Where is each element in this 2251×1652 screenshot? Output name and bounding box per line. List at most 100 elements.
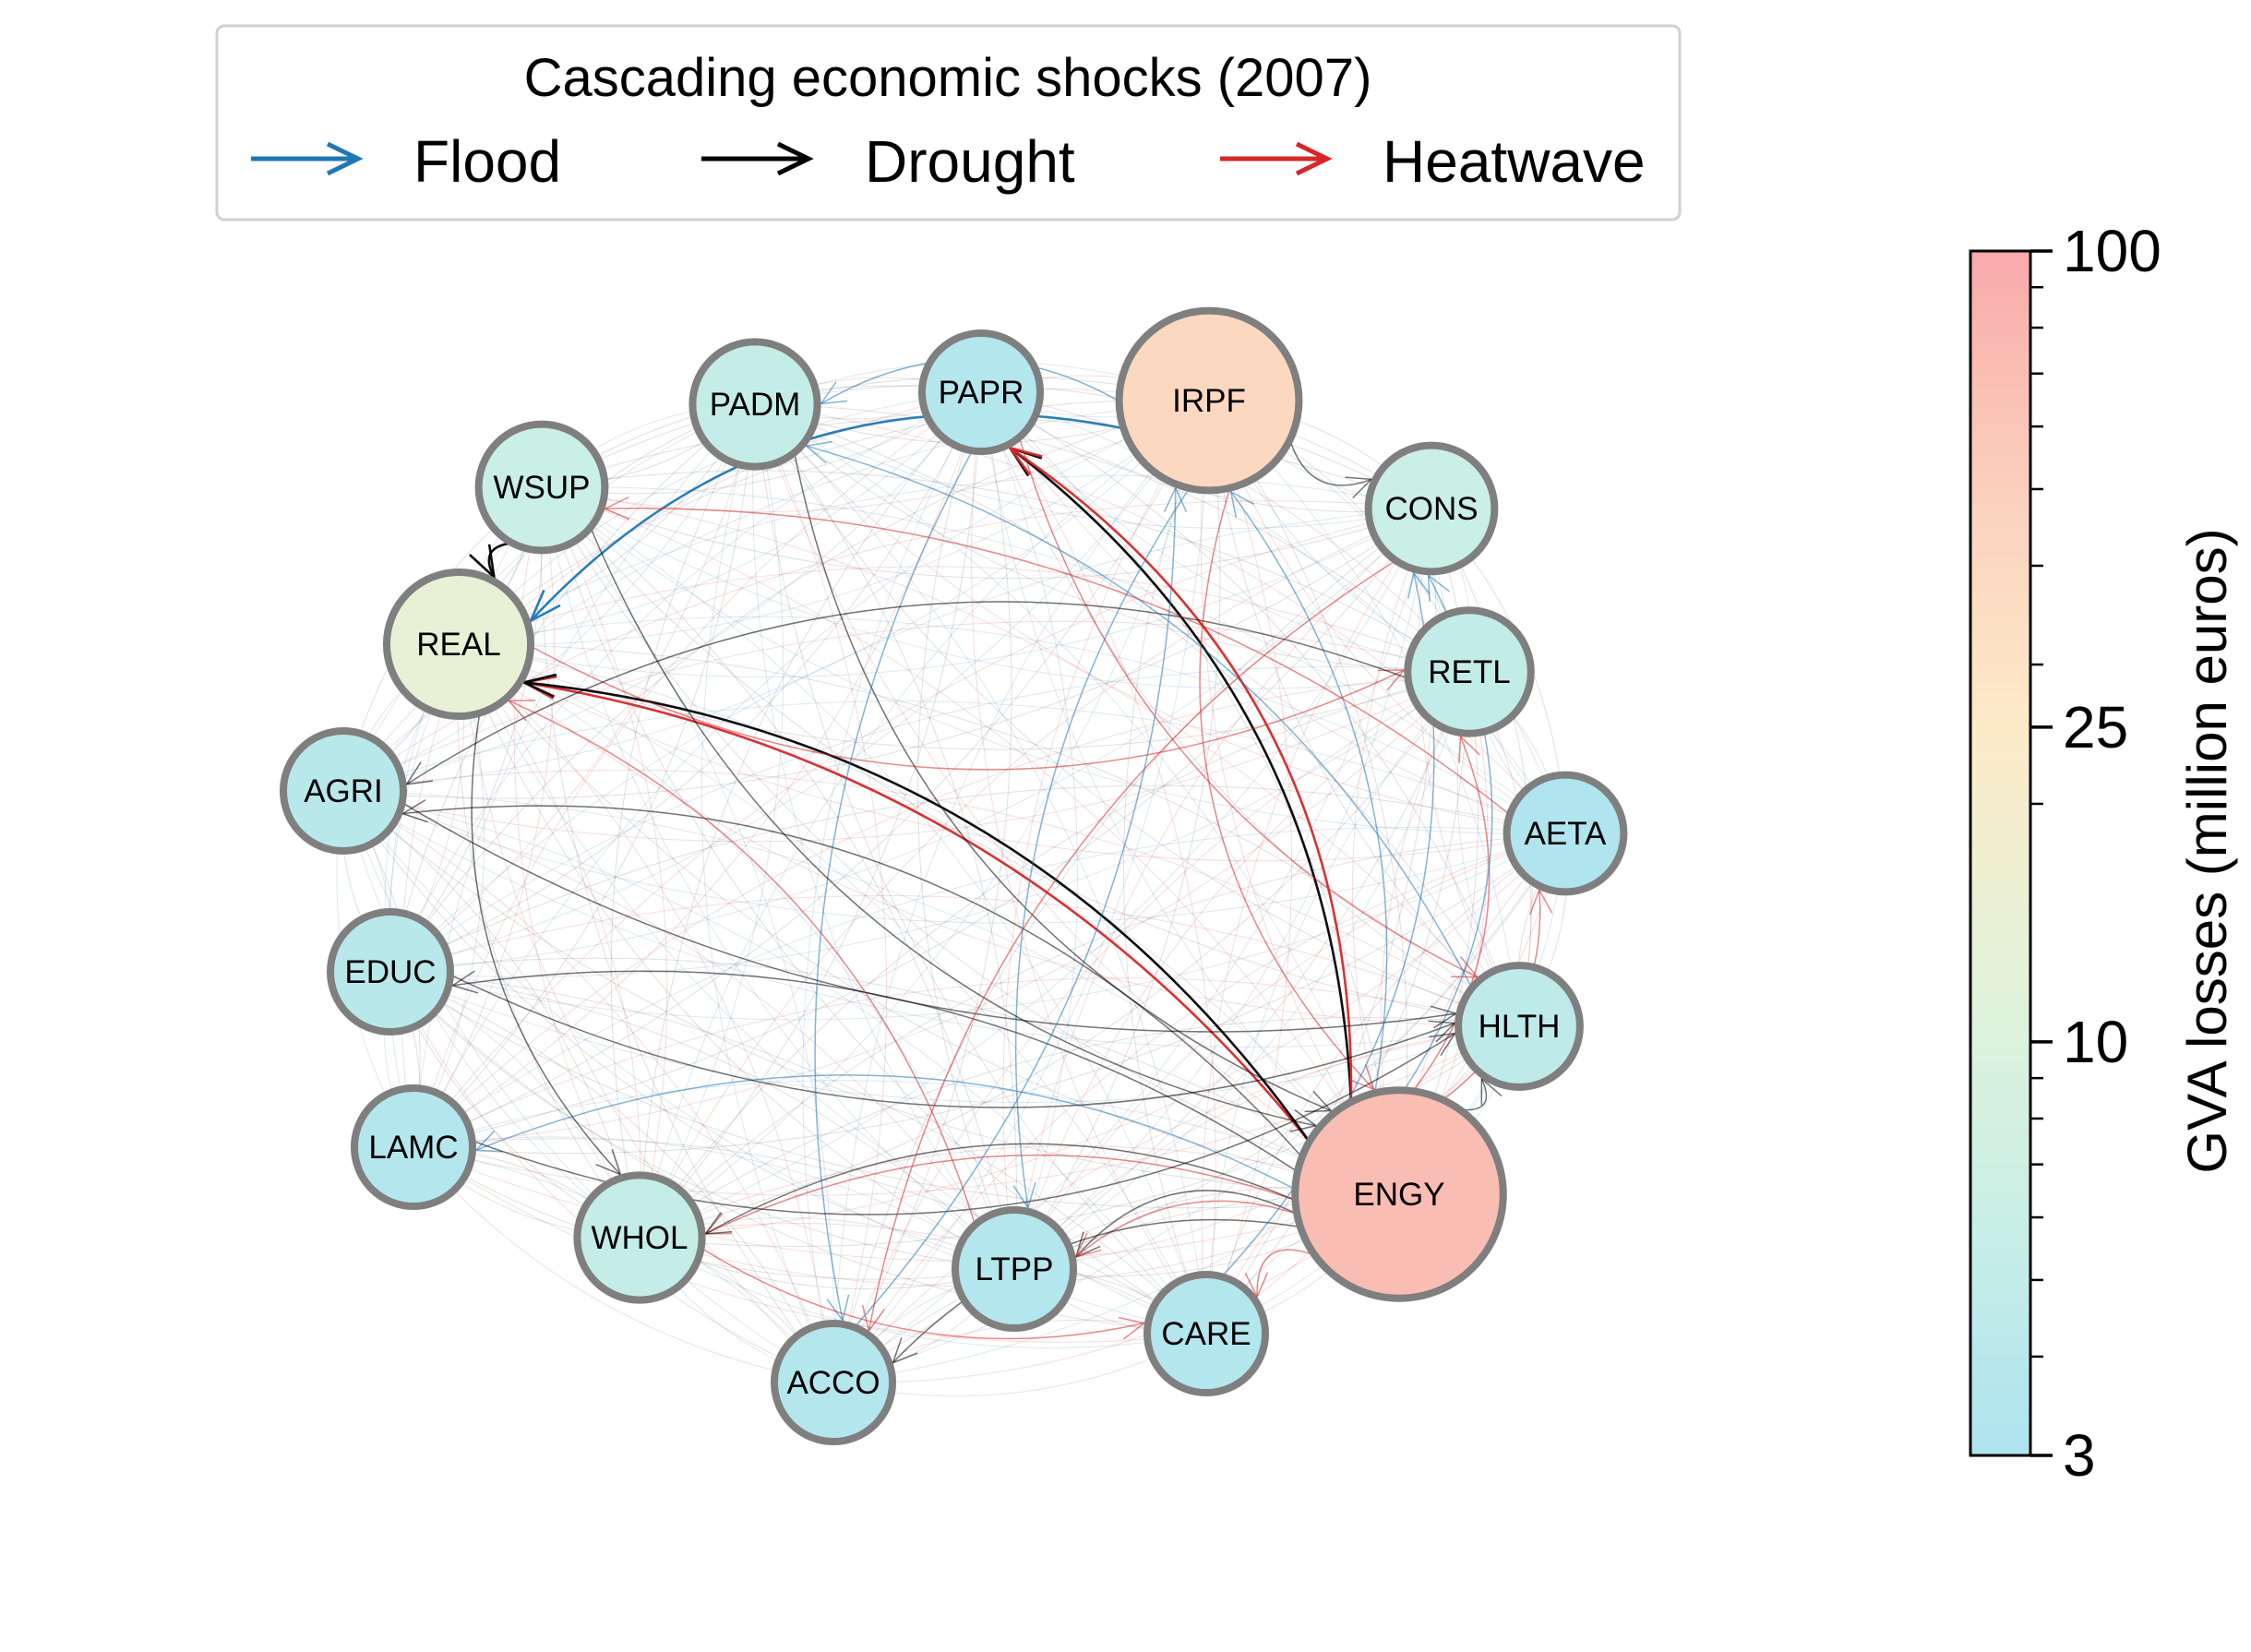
- background-edge: [541, 486, 1015, 1270]
- background-edge: [1201, 508, 1432, 1335]
- background-edge: [389, 971, 1015, 1270]
- background-edge: [389, 971, 1400, 1209]
- node-label: LTPP: [976, 1251, 1054, 1287]
- background-edge: [639, 508, 1432, 1239]
- background-edge: [754, 403, 1017, 1270]
- edge-arrowhead: [507, 700, 536, 722]
- edge-hlth-to-padm: [806, 445, 1473, 988]
- background-edge: [832, 508, 1432, 1383]
- node-circle: [382, 568, 535, 721]
- background-edge: [413, 671, 1470, 1148]
- edge-engy-to-whol: [705, 1154, 1296, 1235]
- node-ltpp: LTPP: [951, 1205, 1078, 1333]
- edge-engy-to-care: [1256, 1249, 1315, 1298]
- colorbar-tick-label: 3: [2063, 1422, 2096, 1489]
- background-edge: [458, 643, 641, 1239]
- background-edge: [457, 643, 641, 1239]
- background-edge: [389, 486, 543, 973]
- node-circle: [770, 1319, 897, 1446]
- background-edge: [754, 403, 1520, 1027]
- drought-arrowhead-icon: [776, 141, 814, 176]
- background-edge: [389, 508, 1432, 973]
- node-circle: [917, 329, 1045, 456]
- background-edge: [458, 391, 982, 645]
- background-edge: [1013, 400, 1221, 1270]
- node-label: PADM: [710, 387, 801, 423]
- background-edge: [458, 566, 1470, 673]
- background-edge: [754, 403, 1470, 673]
- node-acco: ACCO: [770, 1319, 897, 1446]
- background-edge: [541, 486, 668, 1239]
- node-circle: [951, 1205, 1078, 1333]
- node-circle: [1143, 1270, 1270, 1397]
- background-edge: [754, 403, 1400, 1195]
- node-agri: AGRI: [280, 727, 407, 855]
- node-label: EDUC: [344, 954, 436, 990]
- edge-engy-to-lamc: [475, 1074, 1296, 1191]
- background-edge: [754, 403, 1566, 834]
- background-edge: [413, 391, 982, 1148]
- edge-papr-to-acco: [814, 449, 974, 1321]
- background-edge: [610, 403, 756, 1239]
- background-edge: [413, 977, 1520, 1148]
- background-edge: [458, 616, 1566, 834]
- background-edge: [389, 486, 544, 973]
- node-label: CARE: [1161, 1316, 1251, 1352]
- background-edge: [639, 1237, 1207, 1348]
- background-edge: [980, 391, 1470, 673]
- node-cons: CONS: [1364, 441, 1499, 576]
- background-edge: [1200, 400, 1400, 1195]
- background-edge: [413, 508, 1432, 1148]
- sector-nodes: PADM PAPR IRPF WSUP CONS REAL RETL AGRI AETA EDUC…: [280, 306, 1628, 1446]
- background-edge: [389, 971, 1015, 1270]
- edge-arrowhead: [892, 1337, 918, 1364]
- background-edge: [541, 486, 835, 1383]
- background-edge: [541, 486, 1400, 1195]
- node-circle: [1115, 306, 1303, 495]
- background-edge: [832, 671, 1470, 1383]
- background-edge: [342, 790, 1520, 1048]
- background-edge: [1205, 671, 1470, 1335]
- background-edge: [413, 1146, 834, 1383]
- background-edge: [541, 470, 1470, 673]
- background-edge: [754, 403, 888, 1383]
- background-edge: [342, 790, 834, 1383]
- background-edge: [980, 391, 1078, 1270]
- node-label: CONS: [1384, 491, 1478, 527]
- background-edge: [980, 391, 1520, 1027]
- node-label: AETA: [1525, 816, 1607, 852]
- edge-ltpp-to-real: [509, 700, 976, 1226]
- legend-frame: [215, 24, 1682, 221]
- background-edge: [802, 391, 982, 1383]
- background-edge: [413, 1136, 1015, 1270]
- background-edge: [832, 391, 1012, 1383]
- node-circle: [1404, 606, 1535, 737]
- colorbar-minor-ticks: [2030, 285, 2043, 1359]
- node-papr: PAPR: [917, 329, 1045, 456]
- background-edge: [342, 790, 1015, 1270]
- colorbar-tick-label: 25: [2063, 694, 2128, 760]
- background-edge: [639, 1017, 1520, 1239]
- edge-irpf-to-cons: [1288, 439, 1372, 486]
- node-lamc: LAMC: [350, 1083, 477, 1211]
- node-label: LAMC: [368, 1130, 458, 1166]
- background-edge: [971, 391, 1207, 1335]
- background-edge: [413, 1146, 1015, 1280]
- background-edge: [458, 643, 1207, 1335]
- flood-arrowhead-icon: [326, 141, 364, 176]
- edge-arrowhead: [1480, 1077, 1503, 1106]
- background-edge: [413, 403, 756, 1148]
- background-edge: [342, 700, 1566, 834]
- background-edge: [832, 671, 1470, 1383]
- background-edge: [1418, 508, 1520, 1027]
- edge-engy-to-agri: [402, 805, 1303, 1158]
- background-edge: [1013, 1025, 1520, 1270]
- edge-real-to-whol: [471, 712, 621, 1176]
- background-edge: [639, 832, 1566, 1239]
- background-edge: [754, 383, 1432, 509]
- background-edge: [541, 486, 1432, 580]
- background-edge: [700, 403, 834, 1383]
- background-edge: [458, 643, 1520, 1027]
- background-edge: [541, 400, 1210, 513]
